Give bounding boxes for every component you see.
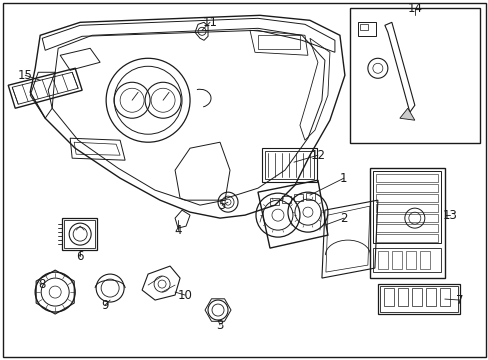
Bar <box>262 148 316 182</box>
Bar <box>375 214 437 222</box>
Bar <box>405 251 415 269</box>
Text: 1: 1 <box>340 172 347 185</box>
Bar <box>269 198 278 205</box>
Text: 5: 5 <box>218 199 225 212</box>
Bar <box>375 224 437 232</box>
Bar <box>357 22 375 36</box>
Bar <box>375 234 437 242</box>
Text: 9: 9 <box>101 298 109 311</box>
Bar <box>62 218 97 250</box>
Text: 8: 8 <box>39 278 46 291</box>
Bar <box>425 288 435 306</box>
Text: 15: 15 <box>18 69 33 82</box>
Bar <box>369 168 444 278</box>
Bar <box>383 288 393 306</box>
Bar <box>375 184 437 192</box>
Bar <box>419 251 429 269</box>
Polygon shape <box>399 108 414 120</box>
Bar <box>372 171 440 243</box>
Bar <box>282 196 290 203</box>
Bar <box>397 288 407 306</box>
Text: 3: 3 <box>216 319 223 332</box>
Bar <box>349 8 479 143</box>
Bar <box>372 248 440 272</box>
Bar <box>439 288 449 306</box>
Bar <box>293 194 303 201</box>
Text: 12: 12 <box>310 149 325 162</box>
Text: 7: 7 <box>455 293 463 307</box>
Bar <box>258 35 299 49</box>
Text: 4: 4 <box>174 224 182 237</box>
Text: 14: 14 <box>407 2 422 15</box>
Text: 11: 11 <box>202 16 217 29</box>
Bar <box>391 251 401 269</box>
Bar <box>305 193 314 200</box>
Bar <box>375 174 437 182</box>
Bar <box>411 288 421 306</box>
Bar <box>359 24 367 30</box>
Text: 10: 10 <box>177 289 192 302</box>
Bar <box>264 151 313 179</box>
Bar <box>379 286 457 312</box>
Bar <box>375 194 437 202</box>
Bar <box>377 251 387 269</box>
Text: 2: 2 <box>340 212 347 225</box>
Bar <box>64 220 95 248</box>
Text: 6: 6 <box>76 249 84 262</box>
Bar <box>377 284 459 314</box>
Bar <box>375 204 437 212</box>
Text: 13: 13 <box>442 209 456 222</box>
